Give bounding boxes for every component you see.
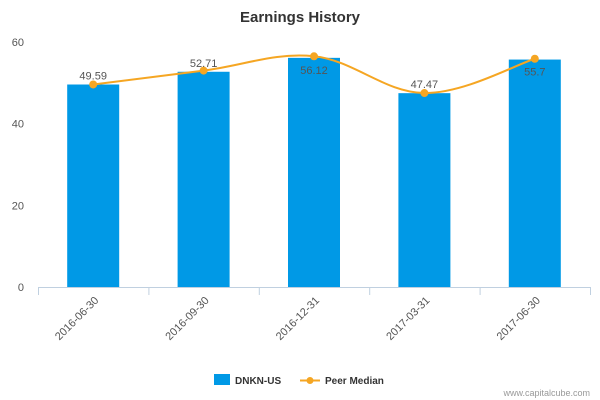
legend: DNKN-US Peer Median <box>214 374 384 387</box>
legend-label-peer: Peer Median <box>325 376 384 387</box>
credit-text: www.capitalcube.com <box>502 388 590 398</box>
x-tick-label: 2017-06-30 <box>495 295 543 343</box>
y-tick-label: 60 <box>12 37 24 49</box>
plot-area: 0 20 40 60 2016-06-30 2016-09-30 2016-12-31 201… <box>12 37 591 343</box>
peer-median-point <box>530 54 539 63</box>
bar-2016-12-31 <box>288 57 340 287</box>
y-tick-label: 20 <box>12 200 24 212</box>
legend-swatch-dnkn <box>214 374 230 385</box>
x-tick-label: 2017-03-31 <box>384 295 432 343</box>
x-tick-label: 2016-12-31 <box>274 295 322 343</box>
data-label: 49.59 <box>79 71 107 83</box>
x-tick-label: 2016-09-30 <box>163 295 211 343</box>
legend-marker-peer <box>306 377 314 384</box>
legend-label-dnkn: DNKN-US <box>235 376 281 387</box>
y-tick-label: 0 <box>18 282 24 294</box>
bar-2016-06-30 <box>67 84 120 287</box>
peer-median-point <box>310 52 318 61</box>
chart-title: Earnings History <box>240 9 361 26</box>
data-label: 55.7 <box>524 67 545 79</box>
peer-median-point <box>420 89 429 98</box>
peer-median-point <box>199 66 208 75</box>
bar-2016-09-30 <box>177 71 230 287</box>
peer-median-point <box>89 80 98 89</box>
x-tick-label: 2016-06-30 <box>53 295 101 343</box>
data-label: 52.71 <box>190 58 218 70</box>
y-tick-label: 40 <box>12 119 24 131</box>
bar-2017-03-31 <box>398 93 451 287</box>
data-label: 47.47 <box>411 79 439 91</box>
data-label: 56.12 <box>300 65 328 77</box>
bar-2017-06-30 <box>508 59 561 287</box>
